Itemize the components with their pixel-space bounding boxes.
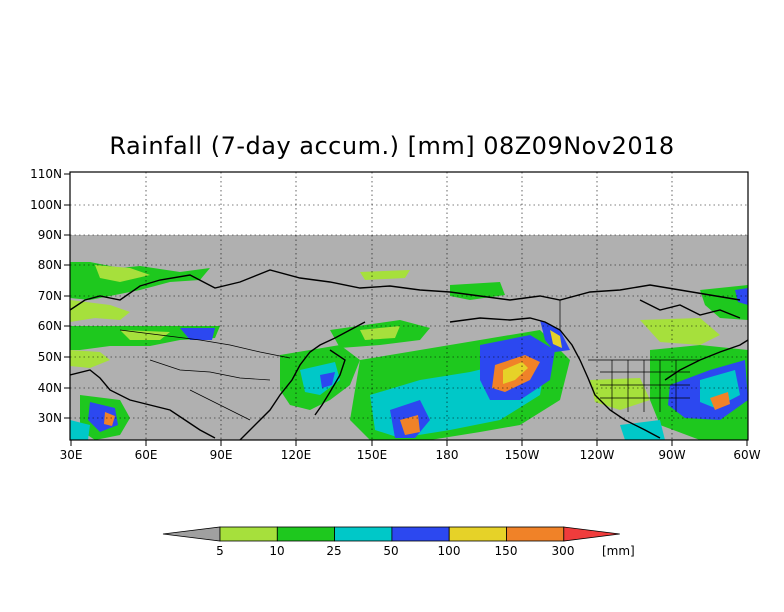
colorbar-label: 50 [383, 544, 399, 558]
y-tick-label: 90N [37, 228, 62, 242]
colorbar-low-arrow [162, 526, 221, 542]
plot-frame [69, 171, 749, 441]
colorbar-segment [506, 526, 565, 542]
x-tick-label: 90W [658, 448, 686, 462]
colorbar-label: 300 [551, 544, 575, 558]
colorbar-label: 150 [494, 544, 518, 558]
x-tick-label: 90E [209, 448, 233, 462]
y-tick-label: 30N [37, 411, 62, 425]
borders [119, 300, 700, 421]
x-tick-label: 150E [356, 448, 388, 462]
y-tick-label: 50N [37, 350, 62, 364]
y-tick-label: 60N [37, 319, 62, 333]
y-tick-label: 80N [37, 258, 62, 272]
gridlines [70, 172, 748, 440]
rain-field [70, 262, 748, 440]
x-tick-label: 60E [134, 448, 158, 462]
y-tick-label: 70N [37, 289, 62, 303]
tick-marks [64, 173, 748, 446]
x-tick-label: 60W [733, 448, 761, 462]
colorbar-label: 10 [269, 544, 285, 558]
colorbar-unit: [mm] [602, 544, 635, 558]
colorbar-high-arrow [563, 526, 620, 542]
map-title: Rainfall (7-day accum.) [mm] 08Z09Nov201… [109, 132, 675, 160]
coastlines [70, 269, 748, 440]
y-tick-label: 40N [37, 381, 62, 395]
y-tick-label: 100N [30, 198, 62, 212]
colorbar-label: 25 [326, 544, 342, 558]
y-tick-label: 110N [30, 167, 62, 181]
x-tick-label: 30E [59, 448, 83, 462]
colorbar-segment [448, 526, 507, 542]
x-tick-label: 180 [435, 448, 459, 462]
colorbar-segment [276, 526, 335, 542]
colorbar-segment [219, 526, 278, 542]
colorbar-segment [391, 526, 450, 542]
colorbar-label: 5 [216, 544, 224, 558]
x-tick-label: 150W [504, 448, 540, 462]
colorbar-segment [334, 526, 393, 542]
x-tick-label: 120W [579, 448, 615, 462]
colorbar-label: 100 [437, 544, 461, 558]
x-tick-label: 120E [280, 448, 312, 462]
